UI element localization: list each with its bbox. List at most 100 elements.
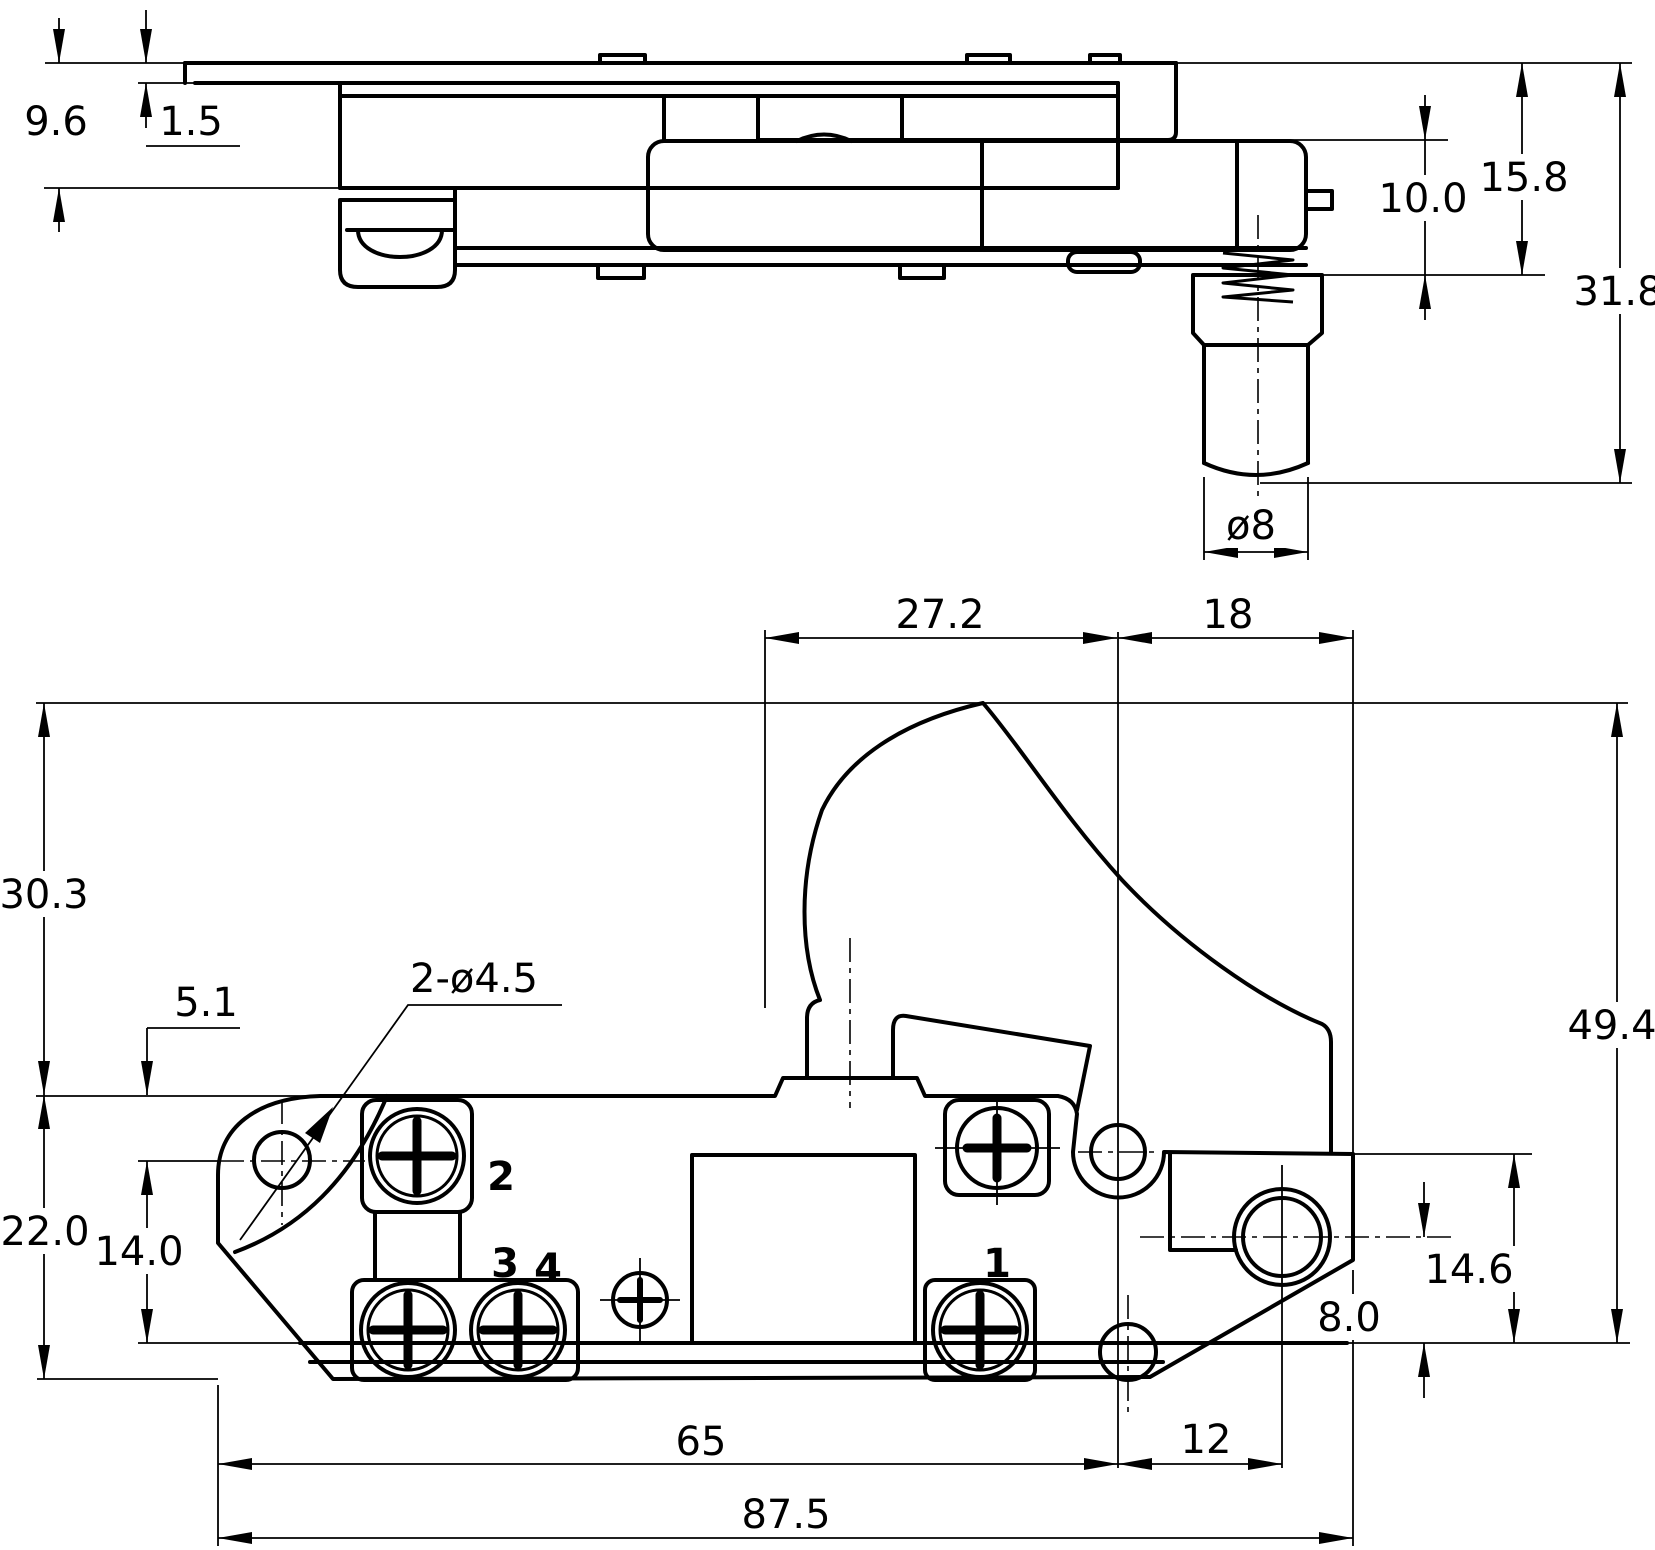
dim-15-8: 15.8 [1475, 63, 1573, 275]
terminal-3-label: 3 [491, 1241, 519, 1287]
terminal-2-screw-outer [368, 1107, 466, 1205]
lower-tab-2 [898, 263, 946, 280]
dim-30-3: 30.3 [0, 703, 92, 1095]
dim-22-0: 22.0 [0, 1095, 92, 1379]
plate-tab-2 [965, 53, 1012, 65]
dim-22-label: 22.0 [0, 1209, 89, 1255]
dim-9-6-label: 9.6 [24, 99, 88, 145]
dim-1-5-label: 1.5 [159, 99, 223, 145]
dim-14-6-bg [1419, 1246, 1519, 1292]
terminal-2-pocket [360, 1098, 474, 1214]
dim-65-label: 65 [676, 1419, 727, 1465]
body-inner-verticals [662, 95, 904, 142]
dim-8-0: 8.0 [1309, 1182, 1430, 1398]
terminal-3-screw-outer [359, 1281, 457, 1379]
trigger-underside [891, 1013, 1092, 1112]
side-view: 9.6 1.5 10.0 15.8 31.8 [22, 10, 1655, 560]
switch-housing [646, 139, 1308, 252]
callout-holes-leader [239, 1004, 562, 1241]
dim-18-label: 18 [1203, 592, 1254, 638]
middle-screw-centerlines [600, 1258, 680, 1342]
dim-14-bg [92, 1228, 188, 1274]
lower-rounded-tab [1066, 250, 1142, 274]
terminal-4-screw-inner [476, 1288, 560, 1372]
terminal-1-phillips [940, 1290, 1020, 1370]
front-view: 2 3 4 1 [0, 592, 1655, 1546]
middle-screw [600, 1258, 680, 1342]
terminal-2-phillips [377, 1116, 457, 1196]
dim-65-and-12: 65 12 [218, 1417, 1282, 1470]
dim-31-8-label: 31.8 [1573, 269, 1655, 315]
terminal-3-screw-inner [366, 1288, 450, 1372]
lower-tab-1 [596, 263, 646, 280]
dim-31-8: 31.8 [1569, 63, 1655, 483]
terminal-1-screw-inner [938, 1288, 1022, 1372]
side-pin [1304, 189, 1334, 211]
center-block [690, 1153, 917, 1345]
plate-tab-1 [598, 53, 647, 65]
terminal-3-4: 3 4 [350, 1241, 580, 1382]
dim-14-label: 14.0 [94, 1229, 183, 1275]
callout-holes: 2-ø4.5 [239, 956, 562, 1241]
trigger-outline [802, 701, 1333, 1154]
dim-14-6: 14.6 [1419, 1154, 1520, 1343]
dim-30-3-bg [0, 871, 92, 917]
dim-27-2-label: 27.2 [895, 592, 984, 638]
upper-right-screw-centerlines [935, 1096, 1060, 1205]
dim-15-8-bg [1475, 154, 1573, 200]
dim-30-3-label: 30.3 [0, 872, 89, 918]
front-view-extension-lines [36, 630, 1630, 1546]
terminal-2-screw-inner [375, 1114, 459, 1198]
left-hook-curl [356, 228, 444, 259]
dim-10-bg [1375, 175, 1473, 221]
plunger-dome [1202, 461, 1310, 477]
terminal-4-label: 4 [534, 1246, 562, 1292]
dim-9-6-bg [22, 98, 92, 144]
terminal-3-4-pocket [350, 1278, 580, 1382]
left-hook [338, 198, 457, 289]
dim-49-4-bg [1564, 1002, 1655, 1048]
terminal-2: 2 [360, 1098, 515, 1214]
dim-27-2-and-18: 27.2 18 [765, 592, 1353, 644]
dim-dia8-label: ø8 [1226, 503, 1276, 549]
terminal-3-phillips [368, 1290, 448, 1370]
dim-8-label: 8.0 [1317, 1295, 1381, 1341]
dim-14-0: 14.0 [92, 1161, 188, 1343]
dim-9-6: 9.6 [22, 18, 92, 232]
terminal-1-label: 1 [983, 1241, 1011, 1287]
dim-dia8: ø8 [1204, 500, 1308, 558]
terminal-connector [373, 1210, 462, 1282]
plunger-body [1191, 273, 1324, 465]
terminal-2-label: 2 [487, 1154, 515, 1200]
upper-right-screw [935, 1096, 1060, 1205]
callout-holes-label: 2-ø4.5 [410, 956, 538, 1002]
bushing-pocket [1168, 1152, 1238, 1252]
terminal-4-phillips [478, 1290, 558, 1370]
dim-87-5: 87.5 [218, 1492, 1353, 1544]
dim-10-label: 10.0 [1378, 176, 1467, 222]
terminal-1-pocket [923, 1278, 1037, 1382]
dim-5-1: 5.1 [141, 980, 240, 1095]
dim-5-1-label: 5.1 [174, 980, 238, 1026]
dim-22-bg [0, 1208, 92, 1254]
dim-dia8-bg [1213, 500, 1289, 548]
dim-10-0: 10.0 [1375, 95, 1473, 320]
dim-49-4: 49.4 [1564, 703, 1655, 1343]
terminal-4-screw-outer [469, 1281, 567, 1379]
dim-14-6-label: 14.6 [1424, 1247, 1513, 1293]
dim-1-5: 1.5 [140, 10, 240, 147]
terminal-1-screw-outer [931, 1281, 1029, 1379]
left-boss-arc [233, 1094, 389, 1254]
plate-tab-3 [1088, 53, 1122, 65]
callout-holes-arrow [305, 1107, 333, 1143]
body-outline [216, 1076, 1355, 1381]
dim-87-5-label: 87.5 [741, 1492, 830, 1538]
dim-31-8-bg [1569, 268, 1655, 314]
dim-15-8-label: 15.8 [1479, 155, 1568, 201]
right-step-block [756, 61, 1178, 142]
dim-12-label: 12 [1181, 1417, 1232, 1463]
dim-49-4-label: 49.4 [1567, 1003, 1655, 1049]
dim-8-bg [1309, 1294, 1389, 1340]
